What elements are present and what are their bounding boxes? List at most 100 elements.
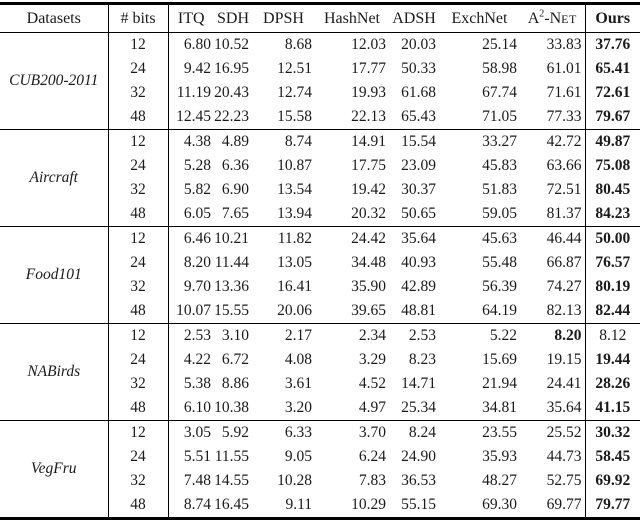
column-header-ours: Ours <box>584 3 640 33</box>
method-value: 45.83 <box>482 157 517 174</box>
dataset-label: NABirds <box>0 323 109 421</box>
method-value: 19.15 <box>546 351 582 368</box>
method-value: 10.38 <box>214 399 249 416</box>
method-value: 74.27 <box>546 278 582 295</box>
ours-value: 49.87 <box>584 129 640 154</box>
method-value: 24.41 <box>546 375 582 392</box>
method-value: 5.51 <box>183 448 211 465</box>
method-value: 20.03 <box>401 36 436 53</box>
method-value: 11.82 <box>277 230 312 247</box>
ours-value: 65.41 <box>584 57 640 81</box>
a2net-rest: -N <box>544 9 562 27</box>
method-value: 8.86 <box>221 375 249 392</box>
method-value: 14.55 <box>214 472 249 489</box>
method-value: 12.74 <box>277 84 312 101</box>
method-value: 13.94 <box>277 205 312 222</box>
method-value: 35.64 <box>401 230 436 247</box>
method-value: 3.29 <box>358 351 386 368</box>
header-row: Datasets # bits ITQ SDH DPSH HashNet ADS… <box>0 3 640 33</box>
method-value: 40.93 <box>401 254 436 271</box>
ours-value: 80.45 <box>584 178 640 202</box>
method-value: 56.39 <box>482 278 517 295</box>
dataset-group: NABirds 12 2.53 3.10 2.17 2.34 2.53 5.22 8.20 8.1… <box>0 323 640 421</box>
method-value: 6.33 <box>284 424 312 441</box>
method-value: 17.75 <box>351 157 386 174</box>
table-row: 32 9.70 13.36 16.41 35.90 42.89 56.39 74.27 80.1… <box>0 275 640 299</box>
method-value: 5.28 <box>183 157 211 174</box>
method-value: 48.27 <box>482 472 517 489</box>
method-value: 34.48 <box>351 254 386 271</box>
method-value: 10.07 <box>176 302 211 319</box>
method-value: 10.87 <box>277 157 312 174</box>
method-value: 4.52 <box>358 375 386 392</box>
method-value: 51.83 <box>482 181 517 198</box>
bits-value: 32 <box>108 178 169 202</box>
bits-value: 48 <box>108 105 169 130</box>
bits-value: 24 <box>108 348 169 372</box>
table-row: 24 5.28 6.36 10.87 17.75 23.09 45.83 63.66 75.08 <box>0 154 640 178</box>
bits-value: 12 <box>108 226 169 251</box>
method-value: 64.19 <box>482 302 517 319</box>
column-header-dpsh: DPSH <box>263 9 304 27</box>
ours-value: 75.08 <box>584 154 640 178</box>
method-value: 4.08 <box>284 351 312 368</box>
method-value: 14.91 <box>351 133 386 150</box>
method-value: 25.14 <box>482 36 517 53</box>
method-value: 66.87 <box>546 254 582 271</box>
method-value: 45.63 <box>482 230 517 247</box>
method-value: 72.51 <box>546 181 582 198</box>
table-row: 32 5.82 6.90 13.54 19.42 30.37 51.83 72.51 80.45 <box>0 178 640 202</box>
table-row: 32 7.48 14.55 10.28 7.83 36.53 48.27 52.75 69.92 <box>0 469 640 493</box>
method-value: 10.29 <box>351 496 386 513</box>
method-value: 6.24 <box>358 448 386 465</box>
method-value: 15.55 <box>214 302 249 319</box>
method-value: 3.61 <box>284 375 312 392</box>
method-value: 4.22 <box>183 351 211 368</box>
ours-value: 76.57 <box>584 251 640 275</box>
method-value: 10.21 <box>214 230 249 247</box>
column-header-itq: ITQ <box>177 9 205 27</box>
bits-value: 48 <box>108 493 169 519</box>
method-value: 6.10 <box>183 399 211 416</box>
ours-value: 19.44 <box>584 348 640 372</box>
a2net-smallcaps: ET <box>561 11 577 26</box>
method-value: 50.33 <box>401 60 436 77</box>
method-value: 24.90 <box>401 448 436 465</box>
bits-value: 32 <box>108 81 169 105</box>
table-row: Food101 12 6.46 10.21 11.82 24.42 35.64 45.63 46… <box>0 226 640 324</box>
table-row: VegFru 12 3.05 5.92 6.33 3.70 8.24 23.55 25.52 30… <box>0 420 640 519</box>
method-value: 55.48 <box>482 254 517 271</box>
method-value: 46.44 <box>546 230 582 247</box>
method-value: 48.81 <box>401 302 436 319</box>
method-value: 39.65 <box>351 302 386 319</box>
method-value: 8.20 <box>554 327 582 344</box>
method-value: 15.58 <box>277 108 312 125</box>
ours-value: 79.77 <box>584 493 640 519</box>
method-value: 10.52 <box>214 36 249 53</box>
bits-value: 32 <box>108 275 169 299</box>
method-value: 35.64 <box>546 399 582 416</box>
table-row: 32 11.19 20.43 12.74 19.93 61.68 67.74 71.61 72.… <box>0 81 640 105</box>
column-header-hashnet: HashNet <box>324 9 380 27</box>
table-row: CUB200-2011 12 6.80 10.52 8.68 12.03 20.03 25.1… <box>0 32 640 130</box>
method-value: 9.05 <box>284 448 312 465</box>
method-value: 7.48 <box>183 472 211 489</box>
method-value: 9.11 <box>285 496 312 513</box>
method-value: 7.65 <box>221 205 249 222</box>
method-value: 24.42 <box>351 230 386 247</box>
table-row: 24 8.20 11.44 13.05 34.48 40.93 55.48 66.87 76.5… <box>0 251 640 275</box>
method-value: 65.43 <box>401 108 436 125</box>
method-value: 81.37 <box>546 205 582 222</box>
bits-value: 24 <box>108 445 169 469</box>
method-value: 25.52 <box>546 424 582 441</box>
method-value: 35.90 <box>351 278 386 295</box>
method-value: 5.82 <box>183 181 211 198</box>
bits-value: 48 <box>108 396 169 421</box>
bits-value: 32 <box>108 372 169 396</box>
ours-value: 8.12 <box>584 323 640 348</box>
ours-value: 84.23 <box>584 202 640 227</box>
method-value: 30.37 <box>401 181 436 198</box>
method-value: 33.27 <box>482 133 517 150</box>
